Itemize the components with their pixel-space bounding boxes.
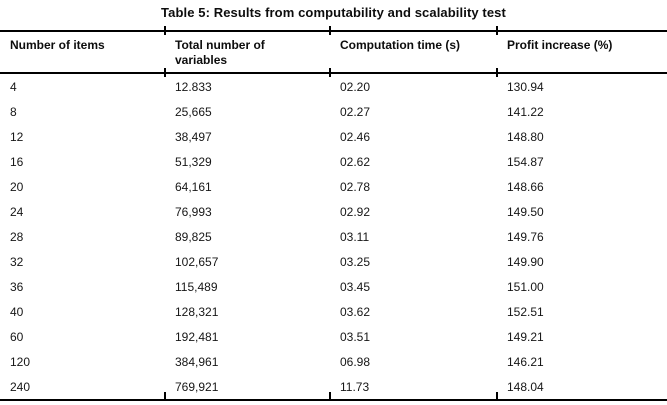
table-body: 4 12.833 02.20 130.94 8 25,665 02.27 141.22 12 38… [0,73,667,401]
table-row: 20 64,161 02.78 148.66 [0,174,667,199]
table-cell: 24 [10,204,24,219]
table-cell: 02.20 [340,79,371,94]
table-row: 8 25,665 02.27 141.22 [0,99,667,124]
table-cell: 25,665 [175,104,212,119]
table-row: 4 12.833 02.20 130.94 [0,73,667,99]
table-cell: 115,489 [175,279,218,294]
table-cell: 240 [0,374,165,401]
table-row: 240 769,921 11.73 148.04 [0,374,667,401]
table-cell: 769,921 [165,374,330,401]
table-cell: 06.98 [340,354,371,369]
table-cell: 64,161 [175,179,212,194]
table-caption: Table 5: Results from computability and … [161,5,506,20]
table-cell: 384,961 [175,354,219,369]
column-header-number-of-items: Number of items [0,30,165,74]
table-row: 16 51,329 02.62 154.87 [0,149,667,174]
header-row: Number of items Total number of variable… [0,30,667,74]
table-cell: 02.62 [340,154,371,169]
table-cell: 152.51 [507,304,544,319]
table-row: 28 89,825 03.11 149.76 [0,224,667,249]
table-cell: 149.76 [507,229,544,244]
table-cell: 130.94 [507,79,544,94]
table-cell: 192,481 [175,329,219,344]
table-cell: 03.25 [340,254,371,269]
results-table: Number of items Total number of variable… [0,30,667,401]
table-cell: 12 [10,129,24,144]
table-cell: 51,329 [175,154,212,169]
rule-tick [496,392,498,401]
table-cell: 154.87 [507,154,544,169]
rule-tick [164,392,166,401]
table-cell: 149.90 [507,254,544,269]
table-cell: 102,657 [175,254,219,269]
table-cell: 36 [10,279,24,294]
table-cell: 11.73 [330,374,497,401]
table-cell: 03.11 [340,229,370,244]
column-header-profit-increase: Profit increase (%) [497,30,667,74]
table-row: 60 192,481 03.51 149.21 [0,324,667,349]
rule-tick [329,68,331,77]
table-cell: 16 [10,154,24,169]
table-cell: 03.62 [340,304,371,319]
table-cell: 02.78 [340,179,371,194]
table-cell: 03.45 [340,279,371,294]
rule-tick [329,26,331,35]
table-cell: 02.92 [340,204,371,219]
table-cell: 148.66 [507,179,544,194]
table-cell: 32 [10,254,24,269]
table-cell: 146.21 [507,354,544,369]
table-cell: 128,321 [175,304,219,319]
rule-tick [329,392,331,401]
column-header-computation-time: Computation time (s) [330,30,497,74]
table-cell: 151.00 [507,279,544,294]
table-cell: 149.21 [507,329,544,344]
table-cell: 148.80 [507,129,544,144]
table-row: 24 76,993 02.92 149.50 [0,199,667,224]
rule-tick [164,68,166,77]
rule-tick [164,26,166,35]
table-cell: 89,825 [175,229,212,244]
table-cell: 03.51 [340,329,371,344]
table-cell: 20 [10,179,24,194]
table-row: 120 384,961 06.98 146.21 [0,349,667,374]
table-cell: 60 [10,329,24,344]
table-cell: 12.833 [175,79,212,94]
table-header: Number of items Total number of variable… [0,30,667,74]
table-cell: 148.04 [497,374,667,401]
table-cell: 8 [10,104,17,119]
column-header-total-variables: Total number of variables [165,30,330,74]
rule-tick [496,68,498,77]
table-cell: 76,993 [175,204,212,219]
table-row: 12 38,497 02.46 148.80 [0,124,667,149]
table-cell: 141.22 [507,104,544,119]
table-cell: 28 [10,229,24,244]
rule-tick [496,26,498,35]
table-cell: 120 [10,354,31,369]
table-cell: 40 [10,304,24,319]
table-cell: 02.27 [340,104,371,119]
table-row: 36 115,489 03.45 151.00 [0,274,667,299]
table-row: 32 102,657 03.25 149.90 [0,249,667,274]
table-cell: 4 [10,79,17,94]
table-row: 40 128,321 03.62 152.51 [0,299,667,324]
table-cell: 38,497 [175,129,212,144]
table-cell: 149.50 [507,204,544,219]
table-cell: 02.46 [340,129,371,144]
